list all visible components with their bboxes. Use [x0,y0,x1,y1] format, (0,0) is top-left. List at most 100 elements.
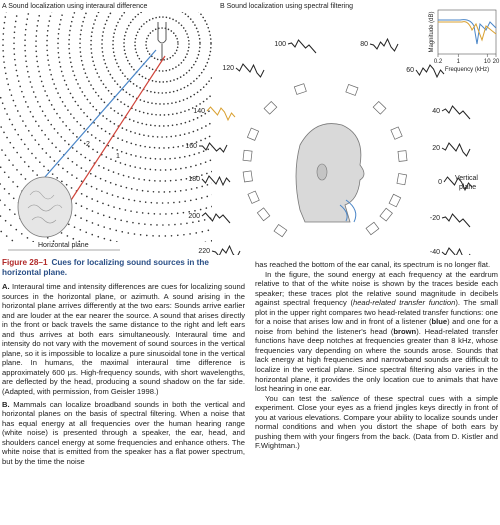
panel-a-title: A Sound localization using interaural di… [2,3,148,10]
paragraph: has reached the bottom of the ear canal,… [255,260,498,270]
y-axis-label: Magnitude (dB) [429,11,435,52]
wavefront [2,12,212,204]
x-axis-label: Frequency (kHz) [445,67,489,73]
paragraph-text: has reached the bottom of the ear canal,… [255,260,491,269]
x-tick-label: 1 [457,59,461,65]
path-label: 1 [116,153,120,160]
paragraph: You can test the salience of these spect… [255,394,498,451]
trace [287,39,317,54]
right-column: has reached the bottom of the ear canal,… [255,260,498,451]
speaker [256,207,271,222]
paragraph-bold: brown [393,326,417,336]
paragraph-text: In the figure, the sound energy at each … [255,269,498,308]
panel-b-title: B Sound localization using spectral filt… [220,3,353,10]
wavefront [101,12,212,105]
caption: Figure 28–1 Cues for localizing sound sou… [2,258,245,278]
wavefront [134,16,190,72]
speaker [263,100,278,115]
wavefront [90,12,212,116]
wavefront [123,12,201,83]
caption-text: Cues for localizing sound sources in the… [2,258,209,277]
paragraph-italic: head-related transfer function [352,298,456,308]
paragraph: In the figure, the sound energy at each … [255,270,498,394]
trace [415,64,445,79]
paragraph-lead: B. [2,399,10,409]
head-top-view [17,176,73,238]
speaker [247,190,260,204]
trace [441,213,471,228]
speaker [372,100,387,115]
trace [201,212,231,224]
angle-label: -20 [430,215,440,222]
paragraph-bold: blue [431,317,448,327]
left-column: Figure 28–1 Cues for localizing sound sou… [2,258,245,466]
angle-label: 100 [274,41,286,48]
x-tick-label: 0.2 [434,59,443,65]
trace [199,142,228,153]
paragraph-text: Mammals can localize broadband sounds in… [2,399,245,466]
paragraph-lead: A. [2,282,10,291]
paragraph-text: ) and one for a noise from behind the li… [255,317,498,336]
angle-label: 0 [438,179,442,186]
paragraph: B. Mammals can localize broadband sounds… [2,400,245,467]
angle-label: 180 [188,176,200,183]
path-2 [37,49,157,186]
paragraph-text: ). Head-related transfer functions have … [255,326,498,394]
angle-label: 120 [222,65,234,72]
angle-label: -40 [430,249,440,255]
angle-label: 200 [188,213,200,220]
x-tick-label: 20 [493,59,500,65]
trace [441,247,471,255]
speaker [396,173,407,186]
vertical-plane-label: Vertical [455,175,478,182]
horizontal-plane-label: Horizontal plane [38,242,89,249]
vertical-plane-label: plane [459,184,476,191]
wavefront [145,27,179,61]
trace [443,176,473,192]
wavefront [24,12,212,182]
speaker [293,83,307,95]
speaker [345,83,359,96]
paragraph-text: You can test the [265,393,332,403]
speaker [242,170,253,183]
trace [201,175,231,187]
speaker [388,193,402,208]
speaker [390,126,403,140]
figure: A Sound localization using interaural di… [0,3,500,255]
paragraph-text: Interaural time and intensity difference… [2,282,245,397]
sound-source [157,22,167,60]
wavefront [13,12,212,193]
paragraph-text: ). The small plot in the upper right com… [255,298,498,327]
speakers [242,83,408,238]
speaker [242,149,253,162]
transfer-traces: 100801206014040160201800200-20220-40240-… [185,37,473,255]
paragraph-text: of these spectral cues with a simple exp… [255,393,498,451]
wavefronts [0,12,212,242]
angle-label: 60 [406,67,414,74]
angle-label: 220 [198,248,210,255]
angle-label: 160 [185,143,197,150]
speaker [273,224,288,238]
paragraph-italic: salience [331,393,359,403]
caption-label: Figure 28–1 [2,258,48,267]
trace [369,37,399,52]
x-tick-label: 10 [484,59,491,65]
trace [441,142,471,157]
trace [206,106,236,122]
angle-label: 140 [193,108,205,115]
inset-plot: 0.2 1 10 20 Frequency (kHz) Magnitude (dB) [429,9,500,73]
trace [235,63,265,78]
speaker [365,221,380,236]
angle-label: 80 [360,41,368,48]
angle-label: 20 [432,145,440,152]
path-label: 2 [86,141,90,148]
speaker [379,207,393,222]
angle-label: 40 [432,108,440,115]
paragraph: A. Interaural time and intensity differe… [2,282,245,397]
head-side-view [295,123,365,223]
trace [441,105,471,120]
speaker [397,150,408,162]
wavefront [68,12,212,138]
speaker [246,127,260,141]
